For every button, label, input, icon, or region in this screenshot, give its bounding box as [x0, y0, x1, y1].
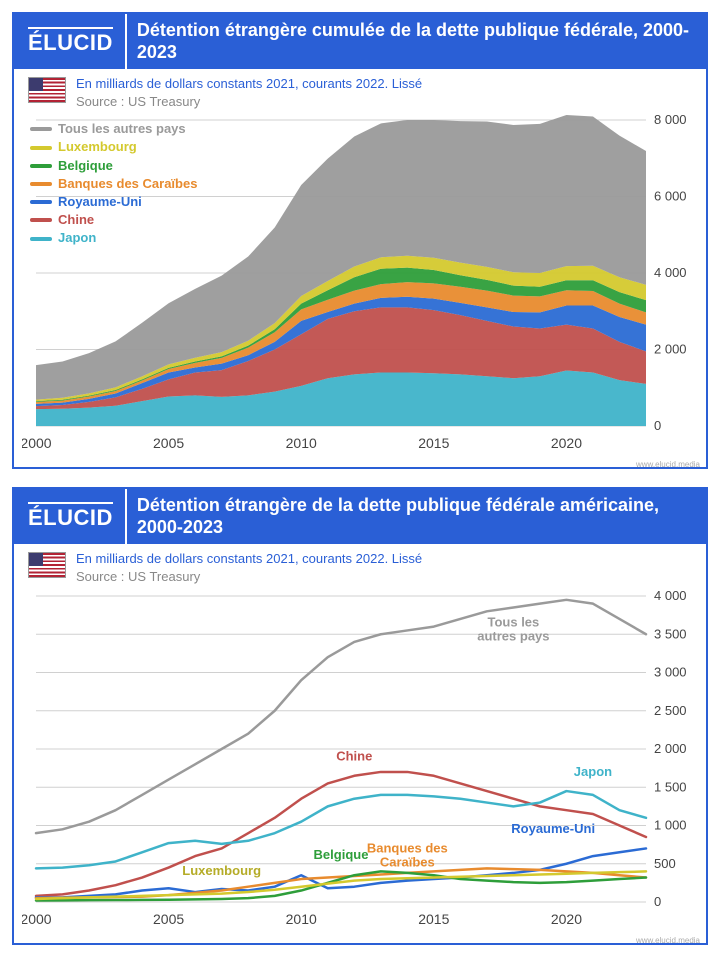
chart-1-meta: En milliards de dollars constants 2021, …: [14, 69, 706, 110]
svg-text:2010: 2010: [286, 911, 317, 927]
svg-text:Caraïbes: Caraïbes: [380, 854, 435, 869]
svg-text:0: 0: [654, 894, 661, 909]
svg-text:8 000: 8 000: [654, 114, 687, 127]
svg-text:Tous les: Tous les: [488, 614, 540, 629]
svg-text:2005: 2005: [153, 435, 184, 451]
brand-logo: ÉLUCID: [14, 14, 127, 69]
chart-1-plot: 0 2 000 4 000 6 000 8 000 2000 2005 2010 2015 202…: [14, 110, 706, 467]
svg-text:3 500: 3 500: [654, 626, 687, 641]
chart-2-source: Source : US Treasury: [76, 568, 422, 586]
svg-text:2 000: 2 000: [654, 741, 687, 756]
svg-text:2020: 2020: [551, 435, 582, 451]
footer-url: www.elucid.media: [636, 460, 700, 469]
svg-text:4 000: 4 000: [654, 265, 687, 280]
legend-item: Luxembourg: [30, 138, 197, 156]
svg-text:2 000: 2 000: [654, 342, 687, 357]
legend-item: Tous les autres pays: [30, 120, 197, 138]
svg-text:2000: 2000: [22, 911, 52, 927]
svg-text:Banques des: Banques des: [367, 840, 448, 855]
svg-text:500: 500: [654, 855, 676, 870]
svg-text:2 500: 2 500: [654, 702, 687, 717]
svg-text:2005: 2005: [153, 911, 184, 927]
legend-item: Chine: [30, 211, 197, 229]
chart-1-source: Source : US Treasury: [76, 93, 422, 111]
svg-text:2015: 2015: [418, 911, 449, 927]
chart-2-svg: 0 500 1 000 1 500 2 000 2 500 3 000 3 500 4 000 2…: [22, 590, 702, 930]
svg-text:1 000: 1 000: [654, 817, 687, 832]
svg-text:2000: 2000: [22, 435, 52, 451]
chart-1-legend: Tous les autres paysLuxembourgBelgiqueBa…: [30, 120, 197, 247]
svg-text:Royaume-Uni: Royaume-Uni: [511, 821, 595, 836]
footer-url: www.elucid.media: [636, 936, 700, 945]
chart-2-card: ÉLUCID Détention étrangère de la dette p…: [12, 487, 708, 944]
svg-text:4 000: 4 000: [654, 590, 687, 603]
brand-logo: ÉLUCID: [14, 489, 127, 544]
svg-text:autres pays: autres pays: [477, 628, 549, 643]
svg-text:2015: 2015: [418, 435, 449, 451]
svg-text:1 500: 1 500: [654, 779, 687, 794]
svg-text:Luxembourg: Luxembourg: [182, 863, 261, 878]
chart-1-subtitle: En milliards de dollars constants 2021, …: [76, 75, 422, 93]
chart-2-meta: En milliards de dollars constants 2021, …: [14, 544, 706, 585]
legend-item: Banques des Caraïbes: [30, 175, 197, 193]
chart-1-header: ÉLUCID Détention étrangère cumulée de la…: [14, 14, 706, 69]
svg-text:0: 0: [654, 418, 661, 433]
chart-1-card: ÉLUCID Détention étrangère cumulée de la…: [12, 12, 708, 469]
legend-item: Royaume-Uni: [30, 193, 197, 211]
svg-text:2010: 2010: [286, 435, 317, 451]
svg-text:Belgique: Belgique: [314, 847, 369, 862]
svg-text:2020: 2020: [551, 911, 582, 927]
svg-text:6 000: 6 000: [654, 189, 687, 204]
legend-item: Belgique: [30, 157, 197, 175]
chart-2-plot: 0 500 1 000 1 500 2 000 2 500 3 000 3 500 4 000 2…: [14, 586, 706, 943]
svg-text:Japon: Japon: [574, 763, 612, 778]
chart-2-header: ÉLUCID Détention étrangère de la dette p…: [14, 489, 706, 544]
us-flag-icon: [28, 552, 66, 578]
us-flag-icon: [28, 77, 66, 103]
legend-item: Japon: [30, 229, 197, 247]
chart-2-subtitle: En milliards de dollars constants 2021, …: [76, 550, 422, 568]
svg-text:3 000: 3 000: [654, 664, 687, 679]
svg-text:Chine: Chine: [336, 748, 372, 763]
chart-1-title: Détention étrangère cumulée de la dette …: [127, 14, 706, 69]
chart-2-title: Détention étrangère de la dette publique…: [127, 489, 706, 544]
